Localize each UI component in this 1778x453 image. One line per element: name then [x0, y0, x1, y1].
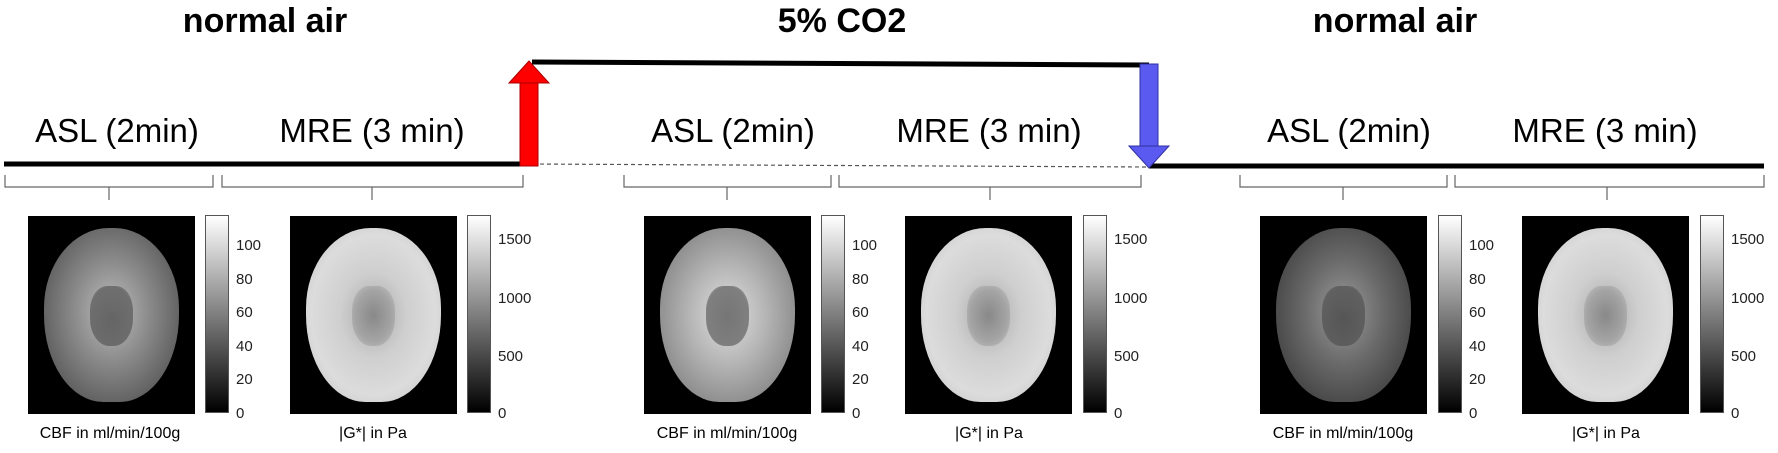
brace-asl-1	[4, 175, 214, 200]
asl-brain-image-2	[644, 216, 811, 414]
asl-colorbar-3	[1438, 215, 1462, 413]
asl2-tick-60: 60	[852, 304, 869, 321]
asl-brain-image-3	[1260, 216, 1427, 414]
asl2-tick-100: 100	[852, 237, 878, 254]
phase-title-normal-air-1: normal air	[182, 2, 348, 40]
asl-label-2: ASL (2min)	[651, 112, 815, 149]
asl-caption-1: CBF in ml/min/100g	[39, 425, 181, 442]
mre3-tick-1000: 1000	[1731, 290, 1765, 307]
mre2-tick-1000: 1000	[1114, 290, 1148, 307]
mre3-tick-500: 500	[1731, 348, 1757, 365]
mre-brain-image-2	[905, 216, 1072, 414]
brace-mre-1	[221, 175, 524, 200]
mre-colorbar-2	[1083, 215, 1107, 413]
brace-mre-3	[1454, 175, 1765, 200]
asl3-tick-20: 20	[1469, 371, 1486, 388]
brace-asl-2	[623, 175, 832, 200]
timeline-dashed-baseline	[525, 163, 1150, 168]
asl3-tick-60: 60	[1469, 304, 1486, 321]
asl3-tick-80: 80	[1469, 271, 1486, 288]
mre-caption-2: |G*| in Pa	[955, 425, 1023, 442]
mre-caption-1: |G*| in Pa	[339, 425, 407, 442]
sequence-braces	[4, 175, 1765, 200]
asl3-tick-40: 40	[1469, 338, 1486, 355]
phase-title-co2: 5% CO2	[777, 2, 907, 40]
mre1-tick-500: 500	[498, 348, 524, 365]
asl1-tick-80: 80	[236, 271, 253, 288]
asl-colorbar-2	[821, 215, 845, 413]
mre3-tick-0: 0	[1731, 405, 1740, 422]
asl2-tick-20: 20	[852, 371, 869, 388]
asl1-tick-0: 0	[236, 405, 245, 422]
mre3-tick-1500: 1500	[1731, 231, 1765, 248]
mre2-tick-500: 500	[1114, 348, 1140, 365]
asl-caption-3: CBF in ml/min/100g	[1272, 425, 1414, 442]
asl3-tick-0: 0	[1469, 405, 1478, 422]
mre-label-3: MRE (3 min)	[1512, 112, 1698, 149]
mre1-tick-1000: 1000	[498, 290, 532, 307]
mre-caption-3: |G*| in Pa	[1572, 425, 1640, 442]
asl2-tick-40: 40	[852, 338, 869, 355]
mre-label-1: MRE (3 min)	[279, 112, 465, 149]
mre1-tick-0: 0	[498, 405, 507, 422]
mre-brain-image-1	[290, 216, 457, 414]
mre-colorbar-1	[467, 215, 491, 413]
asl-caption-2: CBF in ml/min/100g	[656, 425, 798, 442]
brace-asl-3	[1239, 175, 1448, 200]
mre-brain-image-3	[1522, 216, 1689, 414]
asl1-tick-100: 100	[236, 237, 262, 254]
mre-label-2: MRE (3 min)	[896, 112, 1082, 149]
mre2-tick-0: 0	[1114, 405, 1123, 422]
asl1-tick-60: 60	[236, 304, 253, 321]
phase-title-normal-air-2: normal air	[1312, 2, 1478, 40]
brace-mre-2	[838, 175, 1142, 200]
mre1-tick-1500: 1500	[498, 231, 532, 248]
asl-brain-image-1	[28, 216, 195, 414]
asl-label-1: ASL (2min)	[35, 112, 199, 149]
asl1-tick-40: 40	[236, 338, 253, 355]
mre2-tick-1500: 1500	[1114, 231, 1148, 248]
gas-off-arrow	[1127, 63, 1171, 169]
asl1-tick-20: 20	[236, 371, 253, 388]
asl-label-3: ASL (2min)	[1267, 112, 1431, 149]
asl-colorbar-1	[205, 215, 229, 413]
asl2-tick-80: 80	[852, 271, 869, 288]
co2-level-line	[531, 59, 1150, 68]
asl3-tick-100: 100	[1469, 237, 1495, 254]
mre-colorbar-3	[1700, 215, 1724, 413]
asl2-tick-0: 0	[852, 405, 861, 422]
gas-on-arrow	[507, 60, 551, 167]
